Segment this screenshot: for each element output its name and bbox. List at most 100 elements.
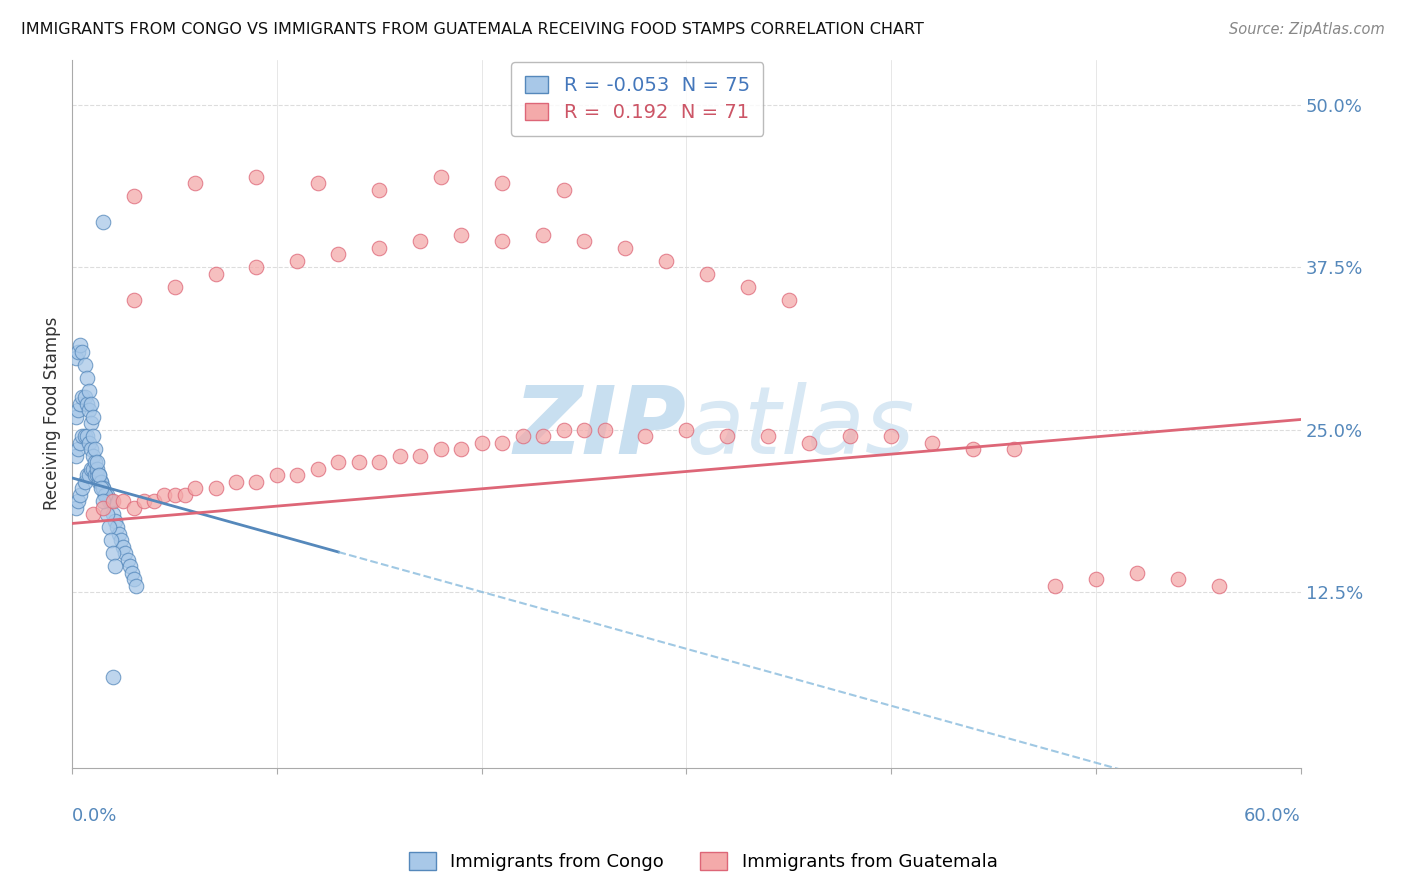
Point — [471, 436, 494, 450]
Point — [204, 267, 226, 281]
Point — [73, 429, 96, 443]
Point — [82, 508, 104, 522]
Point — [491, 235, 513, 249]
Point — [1084, 572, 1107, 586]
Point — [108, 526, 131, 541]
Text: IMMIGRANTS FROM CONGO VS IMMIGRANTS FROM GUATEMALA RECEIVING FOOD STAMPS CORRELA: IMMIGRANTS FROM CONGO VS IMMIGRANTS FROM… — [21, 22, 924, 37]
Point — [101, 494, 124, 508]
Point — [225, 475, 247, 489]
Point — [117, 553, 139, 567]
Point — [962, 442, 984, 457]
Point — [266, 468, 288, 483]
Point — [91, 215, 114, 229]
Point — [125, 579, 148, 593]
Point — [72, 345, 94, 359]
Point — [69, 488, 91, 502]
Point — [287, 254, 309, 268]
Legend: Immigrants from Congo, Immigrants from Guatemala: Immigrants from Congo, Immigrants from G… — [401, 846, 1005, 879]
Point — [110, 533, 132, 548]
Point — [143, 494, 166, 508]
Point — [756, 429, 779, 443]
Point — [1043, 579, 1066, 593]
Point — [634, 429, 657, 443]
Point — [696, 267, 718, 281]
Point — [87, 475, 110, 489]
Point — [614, 241, 637, 255]
Point — [82, 449, 104, 463]
Point — [104, 514, 127, 528]
Point — [67, 494, 90, 508]
Point — [880, 429, 903, 443]
Point — [368, 182, 391, 196]
Point — [328, 455, 350, 469]
Point — [94, 488, 117, 502]
Point — [91, 481, 114, 495]
Point — [76, 468, 98, 483]
Point — [77, 384, 100, 398]
Point — [491, 176, 513, 190]
Point — [105, 520, 128, 534]
Point — [90, 475, 112, 489]
Point — [72, 429, 94, 443]
Point — [86, 468, 108, 483]
Point — [101, 508, 124, 522]
Point — [83, 468, 105, 483]
Point — [531, 227, 554, 242]
Point — [204, 481, 226, 495]
Point — [96, 508, 118, 522]
Point — [163, 280, 186, 294]
Point — [132, 494, 155, 508]
Point — [921, 436, 943, 450]
Point — [67, 403, 90, 417]
Point — [1208, 579, 1230, 593]
Point — [799, 436, 821, 450]
Point — [101, 670, 124, 684]
Point — [65, 351, 87, 366]
Point — [153, 488, 176, 502]
Point — [91, 500, 114, 515]
Point — [69, 397, 91, 411]
Point — [122, 189, 145, 203]
Point — [67, 345, 90, 359]
Point — [91, 481, 114, 495]
Point — [368, 455, 391, 469]
Point — [69, 436, 91, 450]
Point — [91, 494, 114, 508]
Point — [173, 488, 195, 502]
Point — [572, 235, 595, 249]
Point — [388, 449, 411, 463]
Point — [572, 423, 595, 437]
Point — [82, 409, 104, 424]
Point — [90, 475, 112, 489]
Point — [245, 475, 267, 489]
Point — [90, 481, 112, 495]
Point — [101, 546, 124, 560]
Text: atlas: atlas — [686, 383, 915, 474]
Point — [655, 254, 678, 268]
Text: ZIP: ZIP — [513, 382, 686, 474]
Point — [82, 429, 104, 443]
Point — [114, 546, 136, 560]
Point — [77, 403, 100, 417]
Point — [347, 455, 370, 469]
Point — [96, 488, 118, 502]
Point — [76, 397, 98, 411]
Point — [69, 338, 91, 352]
Text: Source: ZipAtlas.com: Source: ZipAtlas.com — [1229, 22, 1385, 37]
Point — [94, 488, 117, 502]
Point — [73, 391, 96, 405]
Point — [67, 442, 90, 457]
Point — [531, 429, 554, 443]
Point — [65, 409, 87, 424]
Point — [76, 429, 98, 443]
Text: 0.0%: 0.0% — [72, 806, 118, 824]
Point — [121, 566, 143, 580]
Point — [1002, 442, 1025, 457]
Point — [104, 559, 127, 574]
Point — [1126, 566, 1149, 580]
Point — [112, 494, 135, 508]
Point — [409, 235, 432, 249]
Point — [429, 169, 451, 184]
Point — [184, 176, 207, 190]
Point — [778, 293, 800, 307]
